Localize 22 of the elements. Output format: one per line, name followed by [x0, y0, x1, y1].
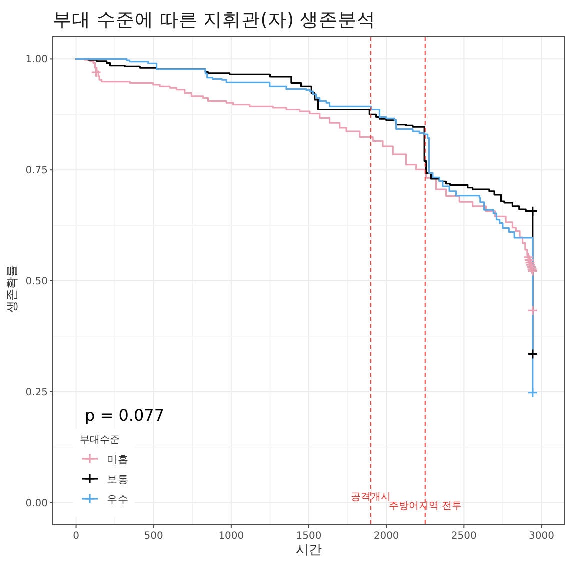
legend-label: 우수: [107, 494, 129, 506]
y-tick-label: 0.50: [26, 276, 48, 288]
chart-title: 부대 수준에 따른 지휘관(자) 생존분석: [53, 10, 376, 31]
x-tick-label: 1000: [218, 531, 244, 542]
y-tick-label: 1.00: [26, 54, 48, 66]
annotation: p = 0.077: [85, 406, 165, 425]
legend-label: 미흡: [107, 454, 129, 466]
legend-label: 보통: [107, 474, 129, 486]
x-tick-label: 500: [144, 531, 164, 542]
x-tick-label: 2500: [451, 531, 477, 542]
y-tick-label: 0.25: [26, 387, 48, 398]
x-tick-label: 0: [73, 531, 80, 542]
x-tick-label: 2000: [374, 531, 400, 542]
x-tick-label: 3000: [529, 531, 554, 542]
x-tick-label: 1500: [296, 531, 322, 542]
y-tick-label: 0.75: [26, 166, 48, 177]
x-axis-title: 시간: [296, 543, 322, 558]
ref-line-label: 주방어지역 전투: [388, 501, 462, 512]
y-axis-title: 생존확률: [5, 265, 19, 313]
legend-title: 부대수준: [80, 435, 120, 446]
ref-line-label: 공격개시: [351, 492, 392, 503]
y-tick-label: 0.00: [26, 498, 48, 510]
